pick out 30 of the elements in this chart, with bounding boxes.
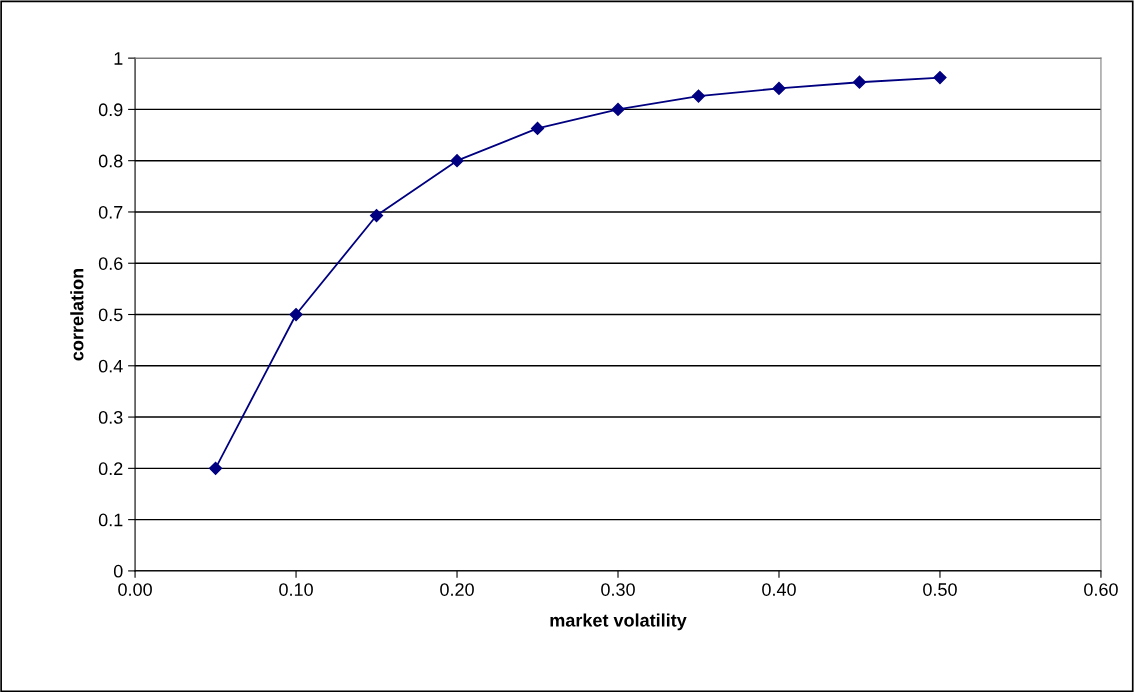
x-tick-label: 0.50 bbox=[923, 583, 957, 596]
x-tick-label: 0.30 bbox=[601, 583, 635, 596]
y-tick-label: 0.8 bbox=[98, 154, 123, 168]
y-axis-title: correlation bbox=[70, 268, 84, 361]
y-tick-label: 0.5 bbox=[98, 308, 123, 322]
x-tick-label: 0.40 bbox=[762, 583, 796, 596]
y-tick-label: 0.4 bbox=[98, 359, 123, 373]
x-axis-title: market volatility bbox=[550, 613, 687, 631]
point bbox=[208, 461, 223, 475]
y-tick-label: 0.7 bbox=[98, 205, 123, 219]
point bbox=[933, 71, 947, 85]
point bbox=[691, 89, 706, 103]
point bbox=[772, 81, 786, 95]
point bbox=[852, 75, 867, 89]
point bbox=[611, 102, 625, 116]
x-tick-label: 0.10 bbox=[279, 583, 313, 596]
y-tick-label: 0 bbox=[113, 564, 123, 578]
point bbox=[289, 307, 303, 322]
point bbox=[450, 154, 464, 168]
y-tick-label: 0.6 bbox=[98, 257, 123, 270]
x-tick-label: 0.20 bbox=[440, 583, 474, 596]
y-tick-label: 1 bbox=[114, 52, 123, 65]
x-tick-label: 0.00 bbox=[118, 583, 152, 596]
y-tick-label: 0.3 bbox=[98, 411, 123, 424]
point bbox=[530, 121, 545, 135]
x-tick-label: 0.60 bbox=[1084, 583, 1118, 596]
y-tick-label: 0.9 bbox=[98, 103, 123, 117]
point bbox=[369, 208, 384, 223]
y-tick-label: 0.2 bbox=[98, 462, 123, 476]
y-tick-label: 0.1 bbox=[98, 513, 123, 527]
